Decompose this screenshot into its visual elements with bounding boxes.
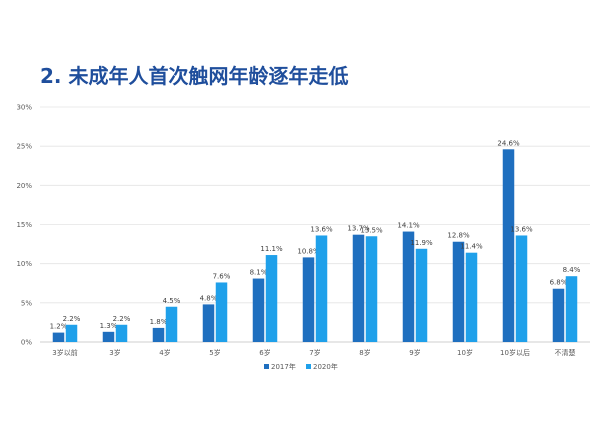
- data-label: 13.6%: [310, 225, 333, 233]
- bar-series1: [252, 278, 265, 342]
- x-tick-label: 3岁: [109, 348, 120, 357]
- legend-label: 2020年: [313, 362, 338, 371]
- x-tick-label: 7岁: [309, 348, 320, 357]
- x-tick-label: 8岁: [359, 348, 370, 357]
- data-label: 13.5%: [360, 226, 383, 234]
- bar-series2: [365, 236, 378, 342]
- bar-series2: [165, 306, 178, 342]
- y-tick-label: 15%: [16, 221, 32, 229]
- bar-series1: [302, 257, 315, 342]
- y-tick-label: 10%: [16, 260, 32, 268]
- x-tick-label: 3岁以前: [52, 348, 77, 357]
- x-tick-label: 不清楚: [555, 348, 576, 357]
- bar-series2: [465, 252, 478, 342]
- data-label: 4.8%: [200, 294, 218, 302]
- bar-series1: [552, 288, 565, 342]
- data-label: 11.1%: [260, 245, 283, 253]
- y-tick-label: 20%: [16, 182, 32, 190]
- data-label: 6.8%: [550, 279, 568, 287]
- bar-series2: [565, 276, 578, 342]
- data-label: 8.1%: [250, 269, 268, 277]
- data-label: 1.8%: [150, 318, 168, 326]
- bar-series2: [265, 255, 278, 342]
- bar-series1: [502, 149, 515, 342]
- bar-series1: [352, 234, 365, 342]
- bar-series2: [215, 282, 228, 342]
- legend-swatch: [306, 364, 311, 369]
- data-label: 10.8%: [297, 247, 320, 255]
- data-label: 2.2%: [63, 315, 81, 323]
- data-label: 13.6%: [510, 225, 533, 233]
- data-label: 11.9%: [410, 239, 433, 247]
- data-label: 24.6%: [497, 139, 520, 147]
- data-label: 14.1%: [397, 222, 420, 230]
- bar-series2: [315, 235, 328, 342]
- data-label: 13.7%: [347, 225, 370, 233]
- x-tick-label: 4岁: [159, 348, 170, 357]
- data-label: 1.2%: [50, 323, 68, 331]
- bar-series1: [452, 241, 465, 342]
- y-tick-label: 30%: [16, 104, 32, 112]
- y-tick-label: 25%: [16, 143, 32, 151]
- y-tick-label: 0%: [21, 339, 32, 347]
- slide-title: 2. 未成年人首次触网年龄逐年走低: [40, 64, 349, 88]
- bar-series1: [52, 332, 65, 342]
- x-tick-label: 10岁以后: [500, 348, 530, 357]
- data-label: 7.6%: [213, 272, 231, 280]
- data-label: 2.2%: [113, 315, 131, 323]
- data-label: 4.5%: [163, 297, 181, 305]
- x-tick-label: 9岁: [409, 348, 420, 357]
- bar-series1: [152, 327, 165, 342]
- bar-series2: [115, 324, 128, 342]
- y-tick-label: 5%: [21, 299, 32, 307]
- data-label: 1.3%: [100, 322, 118, 330]
- data-label: 11.4%: [460, 243, 483, 251]
- x-tick-label: 6岁: [259, 348, 270, 357]
- bar-series2: [415, 248, 428, 342]
- data-label: 12.8%: [447, 232, 470, 240]
- bar-series1: [202, 304, 215, 342]
- legend-label: 2017年: [271, 362, 296, 371]
- x-tick-label: 10岁: [457, 348, 473, 357]
- legend-swatch: [264, 364, 269, 369]
- data-label: 8.4%: [563, 266, 581, 274]
- x-tick-label: 5岁: [209, 348, 220, 357]
- bar-series2: [515, 235, 528, 342]
- bar-series2: [65, 324, 78, 342]
- bar-series1: [402, 231, 415, 342]
- bar-series1: [102, 331, 115, 342]
